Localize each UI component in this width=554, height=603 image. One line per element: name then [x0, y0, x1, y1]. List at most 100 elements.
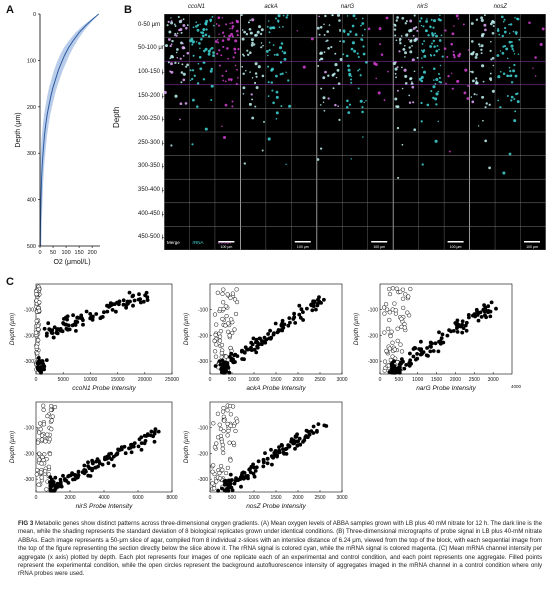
control-point: [388, 333, 393, 339]
control-point: [220, 409, 226, 414]
cell-dot: [212, 24, 215, 27]
experimental-point: [486, 310, 490, 315]
cell-dot: [470, 22, 474, 25]
cell-dot: [379, 43, 382, 46]
experimental-point: [156, 429, 161, 434]
cell-dot: [490, 40, 492, 43]
experimental-point: [213, 364, 218, 368]
cell-dot: [348, 103, 352, 106]
experimental-point: [273, 452, 277, 457]
cell-dot: [334, 103, 337, 107]
control-point: [228, 458, 233, 463]
cell-dot: [439, 81, 443, 84]
control-point: [387, 286, 392, 292]
experimental-point: [280, 318, 285, 323]
cell-dot: [394, 67, 398, 71]
control-point: [211, 463, 216, 468]
experimental-point: [38, 365, 43, 370]
cell-dot: [394, 72, 397, 75]
cell-dot: [359, 99, 363, 103]
cell-dot: [512, 69, 516, 73]
x-tick-label: 2000: [292, 377, 303, 383]
cell-dot: [280, 42, 284, 45]
control-point: [45, 432, 50, 437]
y-tick-label: -300: [24, 359, 34, 365]
experimental-point: [240, 349, 245, 353]
experimental-point: [307, 432, 312, 437]
cell-dot: [398, 50, 401, 53]
experimental-point: [232, 481, 237, 486]
cell-dot: [403, 44, 406, 47]
experimental-point: [102, 310, 106, 315]
cell-dot: [498, 33, 501, 36]
x-axis-label: ackA Probe Intensity: [246, 385, 306, 392]
cell-dot: [224, 80, 227, 83]
mean-line: [39, 13, 100, 247]
cell-dot: [186, 51, 190, 55]
cell-dot: [236, 34, 239, 37]
cell-dot: [471, 79, 475, 83]
cell-dot: [198, 55, 202, 59]
x-tick-label: 1000: [248, 495, 259, 501]
cell-dot: [266, 25, 269, 28]
experimental-point: [49, 483, 54, 488]
cell-dot: [174, 25, 177, 27]
experimental-point: [408, 358, 413, 363]
cell-dot: [280, 105, 283, 108]
cell-dot: [296, 30, 299, 32]
cell-dot: [186, 63, 189, 67]
cell-dot: [230, 32, 233, 36]
experimental-point: [54, 330, 59, 335]
cell-dot: [418, 20, 422, 23]
cell-dot: [426, 103, 430, 107]
x-tick-label: 15000: [111, 377, 125, 383]
cell-dot: [337, 105, 340, 108]
control-point: [402, 325, 407, 330]
cell-dot: [541, 27, 545, 31]
control-point: [390, 286, 396, 291]
control-point: [231, 440, 236, 445]
control-point: [36, 308, 42, 313]
cell-dot: [218, 49, 221, 52]
experimental-point: [220, 358, 225, 363]
experimental-point: [261, 457, 266, 462]
cell-dot: [234, 51, 237, 54]
cell-dot: [349, 30, 352, 33]
cell-dot: [247, 21, 250, 24]
cell-dot: [190, 37, 194, 41]
experimental-point: [241, 475, 246, 480]
cell-dot: [420, 57, 423, 59]
cell-dot: [440, 34, 443, 37]
control-point: [230, 330, 235, 336]
cell-dot: [395, 76, 397, 79]
experimental-point: [486, 304, 491, 309]
cell-dot: [358, 68, 361, 71]
control-point: [401, 305, 406, 311]
control-point: [381, 305, 387, 310]
experimental-point: [105, 309, 110, 314]
experimental-point: [476, 318, 481, 323]
cell-dot: [387, 70, 389, 73]
gene-header-nosZ: nosZ: [493, 4, 507, 10]
experimental-point: [424, 353, 429, 358]
cell-dot: [513, 119, 517, 123]
cell-dot: [502, 72, 506, 76]
cell-dot: [282, 25, 284, 28]
control-point: [52, 404, 58, 410]
cell-dot: [327, 74, 330, 77]
experimental-point: [302, 438, 307, 443]
cell-dot: [227, 78, 231, 81]
cell-dot: [496, 54, 500, 57]
cell-dot: [421, 66, 424, 69]
legend-rrna: rRNA: [192, 240, 203, 245]
control-point: [227, 333, 232, 338]
cell-dot: [425, 20, 428, 23]
experimental-point: [119, 445, 124, 450]
experimental-point: [322, 297, 326, 302]
control-point: [220, 446, 225, 451]
y-axis-label: Depth (μm): [15, 112, 22, 147]
cell-dot: [408, 46, 411, 49]
cell-dot: [426, 18, 428, 20]
cell-dot: [415, 37, 418, 40]
experimental-point: [484, 315, 488, 320]
